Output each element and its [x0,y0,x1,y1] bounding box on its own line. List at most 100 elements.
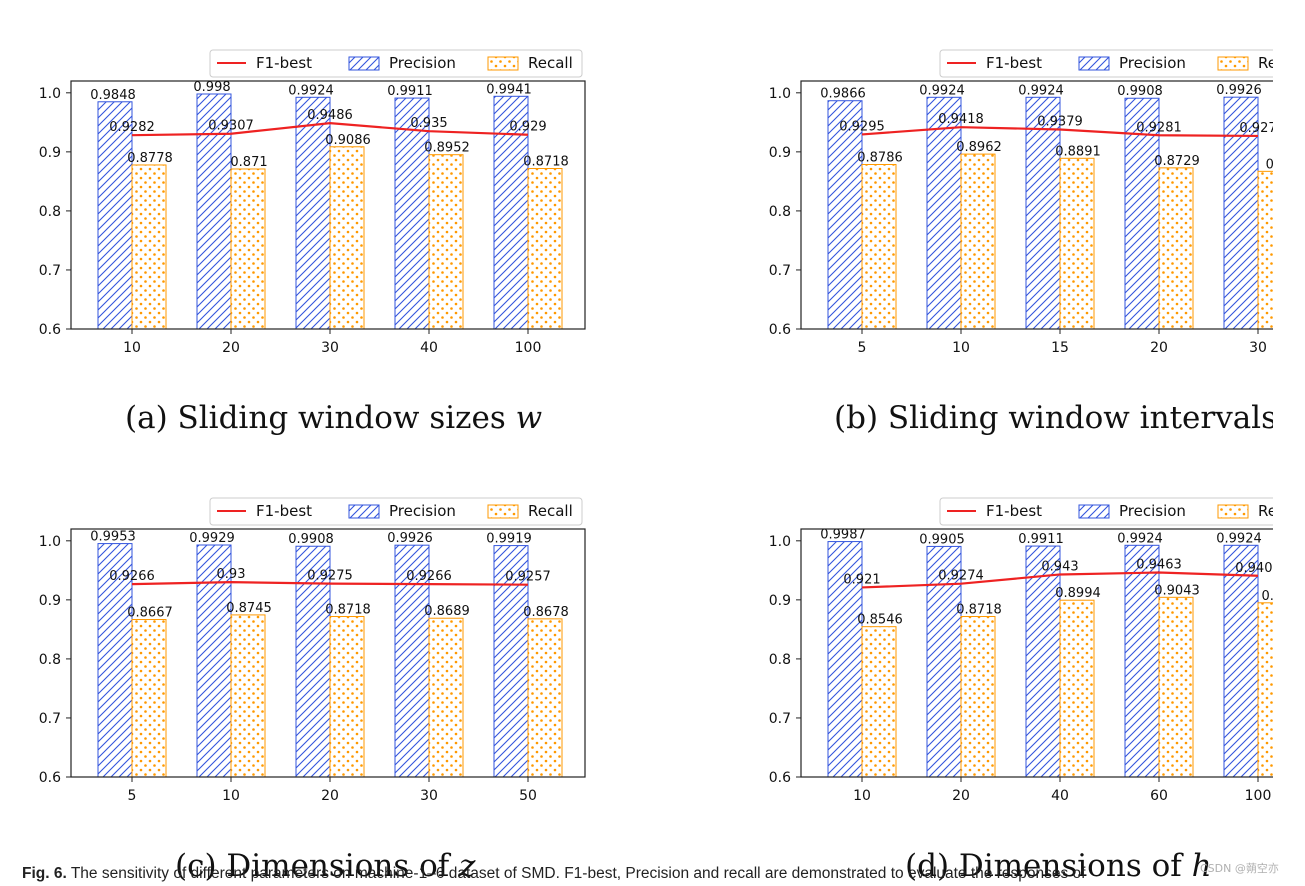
precision-label: 0.998 [193,80,230,95]
chart-d-marks: 0.6 0.7 0.8 0.9 1.0 0.9987 0.8546 10 0.9905 0.871… [769,528,1281,804]
recall-label: 0.8718 [325,603,371,618]
chart-panel-d: 0.6 0.7 0.8 0.9 1.0 0.9987 0.8546 10 0.9905 0.871… [769,497,1281,804]
recall-bar [1158,596,1194,778]
recall-bar [1059,157,1095,330]
y-tick-label: 0.8 [39,652,61,668]
x-tick-label: 10 [952,340,970,356]
recall-bar [861,163,897,330]
precision-label: 0.9941 [486,82,532,97]
recall-label: 0.9043 [1154,583,1200,598]
legend-recall: Recall [1258,54,1303,72]
precision-bar [295,96,331,330]
subcaption-c: (c) Dimensions of z [175,848,476,884]
recall-bar [329,146,365,330]
recall-bar [1257,602,1273,778]
y-tick-label: 0.7 [769,711,791,727]
recall-label: 0.8718 [523,155,569,170]
recall-bar [131,619,167,778]
y-tick-label: 0.9 [39,593,61,609]
precision-label: 0.9911 [387,84,433,99]
f1-best-label: 0.9257 [505,570,551,585]
x-tick-label: 10 [222,788,240,804]
precision-label: 0.9866 [820,87,866,102]
y-tick-label: 0.7 [769,263,791,279]
precision-bar [926,96,962,330]
f1-best-label: 0.9486 [307,108,353,123]
y-tick-label: 1.0 [39,86,61,102]
precision-bar [827,100,863,330]
y-tick-label: 0.8 [769,652,791,668]
subcaption-b: (b) Sliding window intervals s [834,400,1303,436]
recall-label: 0.8994 [1055,586,1101,601]
x-tick-label: 30 [1249,340,1267,356]
f1-best-line [131,122,529,137]
recall-label: 0.8667 [127,606,173,621]
f1-best-label: 0.9275 [307,569,353,584]
y-tick-label: 0.9 [769,145,791,161]
recall-bar [527,618,563,778]
legend-f1-best: F1-best [986,54,1042,72]
f1-best-label: 0.935 [410,116,447,131]
precision-label: 0.9924 [919,83,965,98]
recall-bar [230,614,266,778]
x-tick-label: 15 [1051,340,1069,356]
x-tick-label: 5 [858,340,867,356]
precision-label: 0.9924 [1018,83,1064,98]
plot-frame [70,80,586,330]
recall-bar [960,616,996,778]
recall-label: 0.8546 [857,613,903,628]
legend-f1-best: F1-best [256,502,312,520]
figure-caption: Fig. 6. The sensitivity of different par… [22,865,1086,882]
f1-best-label: 0.9266 [406,569,452,584]
chart-panel-c: 0.6 0.7 0.8 0.9 1.0 0.9953 0.8667 5 0.9929 0.8745… [39,497,586,804]
x-tick-label: 20 [952,788,970,804]
x-tick-label: 40 [420,340,438,356]
plot-frame [800,528,1273,778]
legend-precision: Precision [1119,502,1186,520]
f1-best-label: 0.9379 [1037,114,1083,129]
recall-bar [960,153,996,330]
precision-label: 0.9924 [288,83,334,98]
f1-best-label: 0.9408 [1235,561,1281,576]
plot-frame [70,528,586,778]
chart-c-legend: F1-best Precision Recall [209,497,583,526]
x-tick-label: 10 [853,788,871,804]
f1-best-label: 0.943 [1041,559,1078,574]
recall-label: 0.8891 [1055,144,1101,159]
x-tick-label: 50 [519,788,537,804]
x-tick-label: 100 [515,340,542,356]
legend-precision: Precision [389,502,456,520]
f1-best-label: 0.9463 [1136,558,1182,573]
recall-label: 0.8745 [226,601,272,616]
f1-best-label: 0.9266 [109,569,155,584]
y-tick-label: 1.0 [769,86,791,102]
y-tick-label: 0.7 [39,711,61,727]
y-tick-label: 0.9 [39,145,61,161]
plot-frame [800,80,1273,330]
recall-label: 0.8689 [424,604,470,619]
recall-label: 0.871 [230,155,267,170]
f1-best-line [861,571,1259,589]
precision-label: 0.9848 [90,88,136,103]
f1-best-label: 0.9282 [109,120,155,135]
chart-panel-a: 0.6 0.7 0.8 0.9 1.0 0.9848 0.8778 10 0.998 0.871 2… [39,49,586,356]
precision-bar [1124,544,1160,778]
f1-best-label: 0.921 [843,572,880,587]
precision-bar [97,101,133,330]
precision-label: 0.9908 [288,532,334,547]
precision-label: 0.9919 [486,532,532,547]
chart-a-marks: 0.6 0.7 0.8 0.9 1.0 0.9848 0.8778 10 0.998 0.871 2… [39,80,586,356]
f1-best-label: 0.929 [509,120,546,135]
y-tick-label: 0.9 [769,593,791,609]
legend-f1-best: F1-best [256,54,312,72]
precision-bar [827,541,863,778]
precision-bar [97,543,133,778]
recall-label: 0.8952 [424,141,470,156]
recall-bar [861,626,897,778]
recall-label: 0.8962 [956,140,1002,155]
y-tick-label: 1.0 [39,534,61,550]
legend-recall: Recall [528,502,573,520]
chart-b-marks: 0.6 0.7 0.8 0.9 1.0 0.9866 0.8786 5 0.9924 0.8962… [769,80,1273,356]
recall-bar [527,168,563,330]
precision-label: 0.9953 [90,530,136,545]
